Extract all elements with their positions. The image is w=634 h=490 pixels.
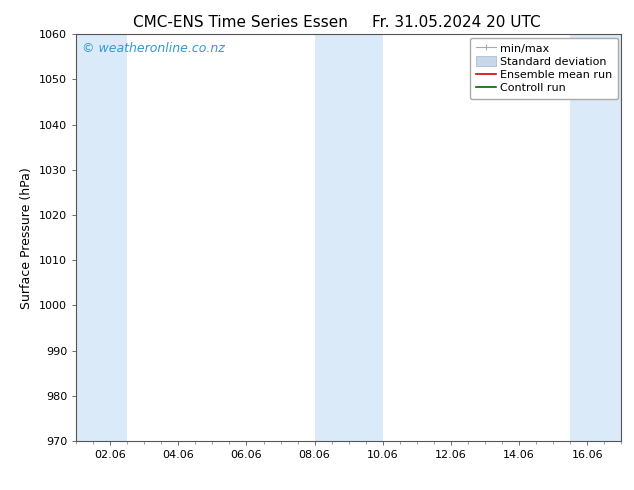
Bar [314, 34, 383, 441]
Bar [76, 34, 127, 441]
Legend: min/max, Standard deviation, Ensemble mean run, Controll run: min/max, Standard deviation, Ensemble me… [470, 38, 618, 99]
Y-axis label: Surface Pressure (hPa): Surface Pressure (hPa) [20, 167, 34, 309]
Text: © weatheronline.co.nz: © weatheronline.co.nz [82, 43, 224, 55]
Text: Fr. 31.05.2024 20 UTC: Fr. 31.05.2024 20 UTC [372, 15, 541, 30]
Bar [570, 34, 621, 441]
Text: CMC-ENS Time Series Essen: CMC-ENS Time Series Essen [134, 15, 348, 30]
